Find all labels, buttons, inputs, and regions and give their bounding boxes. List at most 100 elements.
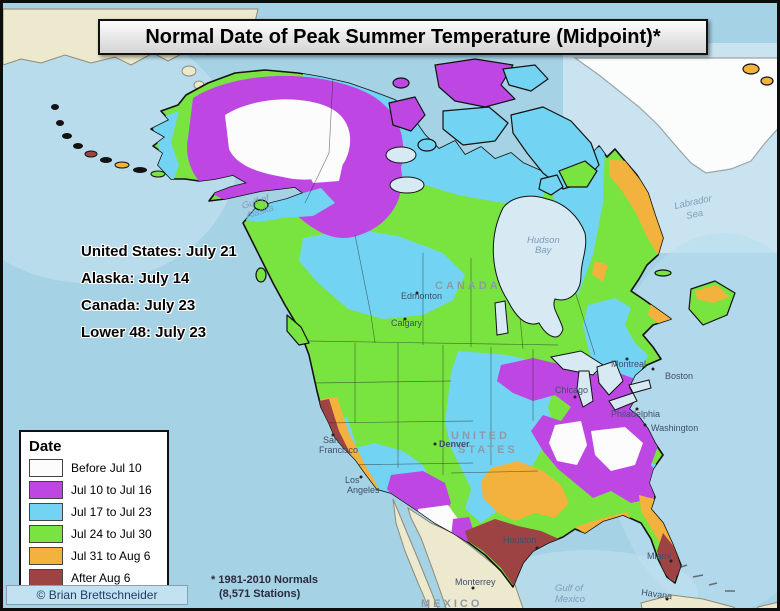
map-labels: CANADA UNITED STATES MEXICO Hudson Bay G…	[241, 192, 714, 610]
map-label-gulf-of-mexico-1: Gulf of	[555, 583, 584, 594]
footnote-line-1: * 1981-2010 Normals	[211, 574, 319, 586]
land-greenland	[573, 57, 777, 174]
island-newfoundland-north-jul31-aug6	[695, 285, 729, 303]
region-california-coast-after-aug6	[319, 399, 375, 497]
map-label-hudson-bay-1: Hudson	[527, 235, 560, 246]
map-label-boston: Boston	[665, 371, 693, 381]
island-devon-jul17-23	[502, 64, 549, 92]
ocean-shallow-gulf	[478, 550, 698, 608]
legend-label: Jul 31 to Aug 6	[71, 549, 151, 563]
legend-label: Jul 17 to Jul 23	[71, 505, 152, 519]
map-label-united: UNITED	[451, 430, 510, 442]
legend-label: Before Jul 10	[71, 461, 142, 475]
map-label-monterrey: Monterrey	[455, 577, 496, 587]
map-title: Normal Date of Peak Summer Temperature (…	[145, 25, 661, 48]
region-nm-az-jul10-16	[387, 471, 451, 518]
legend-row: Jul 24 to Jul 30	[29, 525, 159, 543]
legend-label: After Aug 6	[71, 571, 131, 585]
map-label-denver: Denver	[439, 439, 470, 449]
legend-row: Jul 10 to Jul 16	[29, 481, 159, 499]
map-label-states: STATES	[458, 444, 518, 456]
map-label-canada: CANADA	[435, 280, 501, 292]
map-label-labrador-sea-2: Sea	[685, 208, 704, 222]
region-texas-oklahoma-jul31-aug6	[481, 461, 569, 521]
map-label-gulf-of-mexico-2: Mexico	[555, 594, 585, 605]
island-ne-1	[742, 63, 760, 75]
island-ne-2	[760, 76, 774, 86]
region-yukon-before-jul10	[299, 115, 347, 183]
island-ellesmere-jul10-16	[434, 58, 516, 108]
region-alaska-south-coast-jul17-23	[238, 188, 335, 222]
island-anticosti	[654, 269, 672, 277]
island-small-2	[392, 77, 410, 89]
map-label-hudson-bay-2: Bay	[535, 245, 553, 256]
lake-winnipeg	[494, 300, 509, 336]
map-label-montreal: Montreal	[611, 359, 646, 369]
lake-ontario	[628, 379, 652, 394]
map-label-washington: Washington	[651, 423, 698, 433]
map-label-miami: Miami	[647, 551, 671, 561]
land-hispaniola	[757, 601, 777, 608]
land-cuba	[640, 594, 736, 608]
island-banks-jul10-16	[388, 96, 426, 132]
map-title-box: Normal Date of Peak Summer Temperature (…	[98, 19, 708, 55]
stat-canada: Canada: July 23	[81, 297, 196, 314]
island-victoria-jul17-23	[442, 106, 509, 146]
great-slave-lake	[389, 176, 425, 194]
legend-swatch-jul24-30	[29, 525, 63, 543]
legend-label: Jul 10 to Jul 16	[71, 483, 152, 497]
map-label-calgary: Calgary	[391, 318, 423, 328]
stat-alaska: Alaska: July 14	[81, 270, 190, 287]
map-label-edmonton: Edmonton	[401, 291, 442, 301]
lake-huron	[596, 360, 624, 396]
summary-stats: United States: July 21 Alaska: July 14 C…	[81, 243, 237, 351]
island-vancouver-jul24-30	[286, 314, 310, 346]
legend-row: After Aug 6	[29, 569, 159, 587]
region-labrador-coast-jul31-aug6	[609, 159, 665, 255]
region-midwest-white-1-before-jul10	[549, 421, 587, 465]
island-st-lawrence	[181, 65, 197, 77]
legend-label: Jul 24 to Jul 30	[71, 527, 152, 541]
hudson-bay	[492, 195, 587, 338]
region-midwest-white-2-before-jul10	[591, 427, 643, 471]
credit-box: © Brian Brettschneider	[6, 585, 188, 605]
aleutian-islands	[51, 104, 166, 178]
map-label-san-francisco-1: San	[323, 435, 339, 445]
map-label-havana: Havana	[641, 587, 673, 601]
lake-erie	[608, 392, 638, 411]
admin-borders	[304, 76, 596, 475]
map-label-mexico: MEXICO	[421, 598, 482, 610]
lake-michigan	[576, 370, 594, 408]
island-haida-gwaii	[255, 267, 267, 283]
region-james-bay-jul31-aug6	[592, 261, 608, 282]
footnote-line-2: (8,571 Stations)	[219, 588, 301, 600]
legend-swatch-jul10-16	[29, 481, 63, 499]
legend: Date Before Jul 10 Jul 10 to Jul 16 Jul …	[19, 430, 169, 600]
map-label-los-angeles-2: Angeles	[347, 485, 380, 495]
region-texas-after-aug6	[465, 519, 589, 587]
region-nova-scotia-jul31-aug6	[648, 303, 674, 325]
stat-united-states: United States: July 21	[81, 243, 237, 260]
legend-row: Jul 17 to Jul 23	[29, 503, 159, 521]
land-baja	[392, 498, 439, 608]
legend-swatch-jul31-aug6	[29, 547, 63, 565]
legend-header: Date	[29, 438, 62, 455]
island-southampton-jul17-23	[538, 174, 564, 196]
legend-row: Jul 31 to Aug 6	[29, 547, 159, 565]
map-label-los-angeles-1: Los	[345, 475, 360, 485]
map-label-san-francisco-2: Francisco	[319, 445, 358, 455]
map-label-houston: Houston	[503, 535, 537, 545]
legend-swatch-jul17-23	[29, 503, 63, 521]
great-bear-lake	[385, 146, 417, 164]
map-label-chicago: Chicago	[555, 385, 588, 395]
map-label-philadelphia: Philadelphia	[611, 409, 660, 419]
footnote: * 1981-2010 Normals (8,571 Stations)	[211, 573, 318, 601]
island-kodiak	[253, 199, 269, 211]
region-bc-interior-jul17-23	[299, 229, 465, 319]
ocean-shallow-bering	[3, 23, 238, 283]
legend-row: Before Jul 10	[29, 459, 159, 477]
island-small-1	[417, 138, 437, 152]
credit-text: © Brian Brettschneider	[36, 588, 158, 602]
island-baffin-south-jul24-30	[558, 160, 598, 188]
